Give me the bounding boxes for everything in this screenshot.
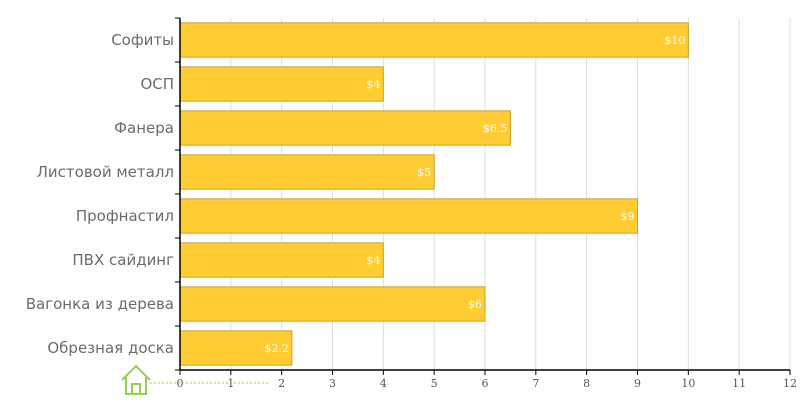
bar	[179, 330, 293, 366]
x-tick-label: 10	[681, 377, 695, 390]
bar	[179, 286, 486, 322]
category-label: ПВХ сайдинг	[72, 251, 174, 269]
bar	[179, 22, 689, 58]
category-label: Фанера	[114, 119, 174, 137]
x-tick-label: 3	[329, 377, 336, 390]
house-icon	[121, 364, 151, 395]
data-label: $9	[621, 210, 635, 223]
data-label: $4	[366, 78, 380, 91]
category-labels: Софиты ОСП Фанера Листовой металл Профнастил…	[26, 31, 174, 357]
data-label: $10	[664, 34, 685, 47]
bars: $10 $4 $6.5 $5 $9 $4 $6 $2.2	[179, 22, 689, 366]
category-label: Профнастил	[76, 207, 174, 225]
x-tick-label: 5	[431, 377, 438, 390]
data-label: $2.2	[264, 342, 289, 355]
category-label: Листовой металл	[37, 163, 174, 181]
x-tick-label: 2	[278, 377, 285, 390]
x-tick-label: 8	[583, 377, 590, 390]
data-label: $6	[468, 298, 482, 311]
category-label: Обрезная доска	[47, 339, 174, 357]
bar	[179, 198, 638, 234]
x-tick-label: 6	[482, 377, 489, 390]
data-label: $4	[366, 254, 380, 267]
watermark	[121, 364, 270, 395]
bar	[179, 66, 384, 102]
x-tick-label: 4	[380, 377, 387, 390]
category-label: ОСП	[140, 75, 174, 93]
bar	[179, 242, 384, 278]
x-tick-label: 7	[532, 377, 539, 390]
bar	[179, 110, 511, 146]
x-tick-label: 9	[634, 377, 641, 390]
x-tick-label: 11	[732, 377, 746, 390]
data-label: $5	[417, 166, 431, 179]
category-label: Вагонка из дерева	[26, 295, 174, 313]
data-label: $6.5	[483, 122, 508, 135]
bar	[179, 154, 435, 190]
category-label: Софиты	[111, 31, 174, 49]
x-tick-label: 12	[783, 377, 797, 390]
